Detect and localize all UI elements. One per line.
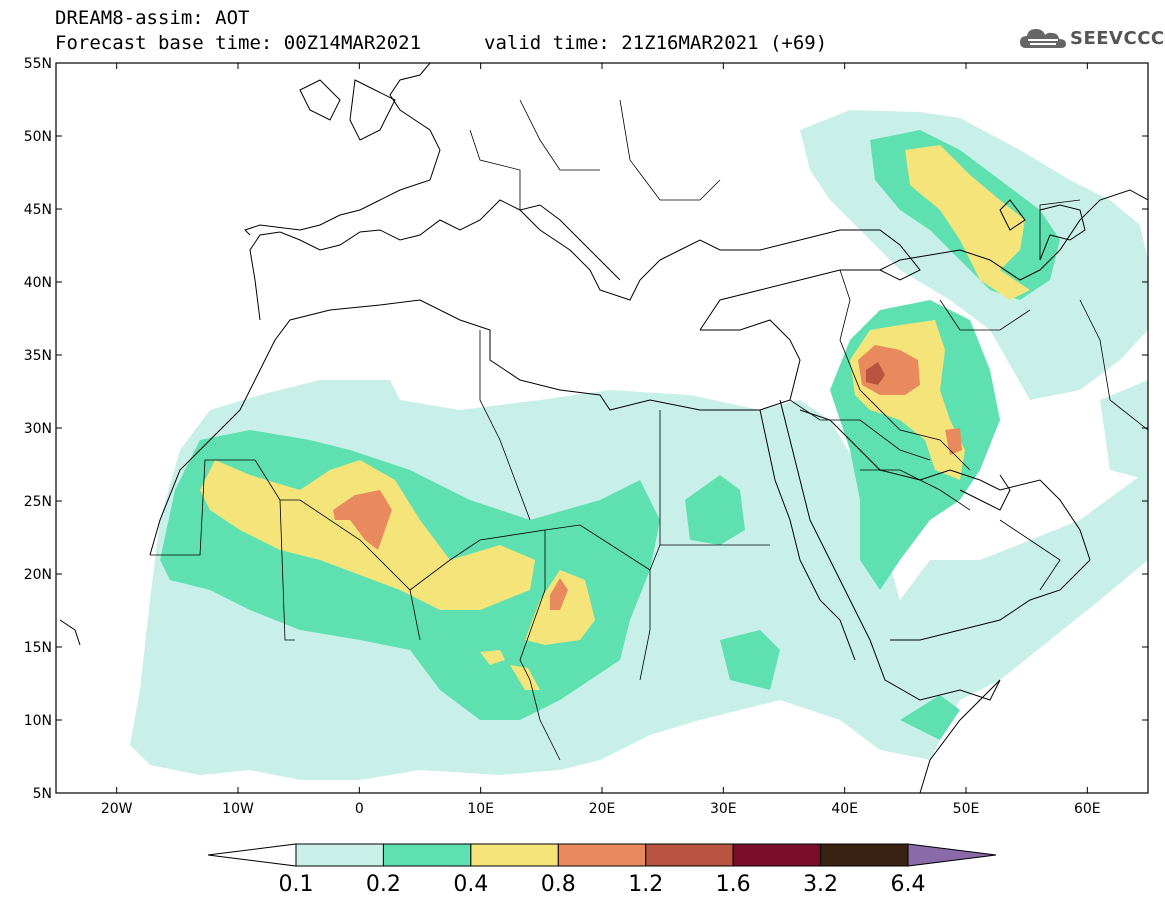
colorbar-label: 0.1 [279,872,314,897]
map-title: DREAM8-assim: AOT [55,7,250,29]
lon-label: 20E [589,801,616,817]
lon-label: 10W [222,801,254,817]
seevccc-logo: SEEVCCC [1018,24,1164,56]
lon-label: 40E [831,801,858,817]
lon-label: 50E [953,801,980,817]
base-time: Forecast base time: 00Z14MAR2021 [55,32,422,54]
lon-label: 0 [355,801,364,817]
colorbar-label: 6.4 [891,872,926,897]
lat-label: 50N [24,129,52,145]
logo-text: SEEVCCC [1070,28,1165,49]
colorbar: 0.1 0.2 0.4 0.8 1.2 1.6 3.2 6.4 [207,843,997,897]
colorbar-box [645,843,734,867]
lat-label: 10N [24,713,52,729]
lon-label: 20W [101,801,133,817]
colorbar-label: 1.6 [716,872,751,897]
aot-level-12 [866,362,885,385]
lat-label: 25N [24,494,52,510]
lat-label: 30N [24,421,52,437]
cloud-icon [1020,29,1066,48]
lon-label: 60E [1074,801,1101,817]
colorbar-label: 0.8 [541,872,576,897]
colorbar-under-arrow [207,843,297,867]
lon-label: 10E [467,801,494,817]
aot-field [130,110,1148,780]
lat-label: 40N [24,275,52,291]
colorbar-box [820,843,909,867]
coastlines [59,63,1148,793]
colorbar-label: 3.2 [803,872,838,897]
colorbar-label: 0.4 [453,872,488,897]
borders [150,99,1148,761]
colorbar-label: 1.2 [628,872,663,897]
colorbar-box [557,843,647,867]
valid-time: valid time: 21Z16MAR2021 (+69) [484,32,828,54]
colorbar-box [382,843,472,867]
colorbar-box [732,843,822,867]
longitude-axis: 20W 10W 0 10E 20E 30E 40E 50E 60E [101,63,1101,817]
colorbar-over-arrow [907,843,997,867]
lat-label: 35N [24,348,52,364]
lat-label: 20N [24,567,52,583]
latitude-axis: 55N 50N 45N 40N 35N 30N 25N 20N 15N 10N 5N [24,56,1148,802]
lat-label: 5N [33,786,52,802]
colorbar-label: 0.2 [366,872,401,897]
lat-label: 55N [24,56,52,72]
colorbar-box [470,843,559,867]
lon-label: 30E [710,801,737,817]
lat-label: 45N [24,202,52,218]
lat-label: 15N [24,640,52,656]
colorbar-box [295,843,384,867]
